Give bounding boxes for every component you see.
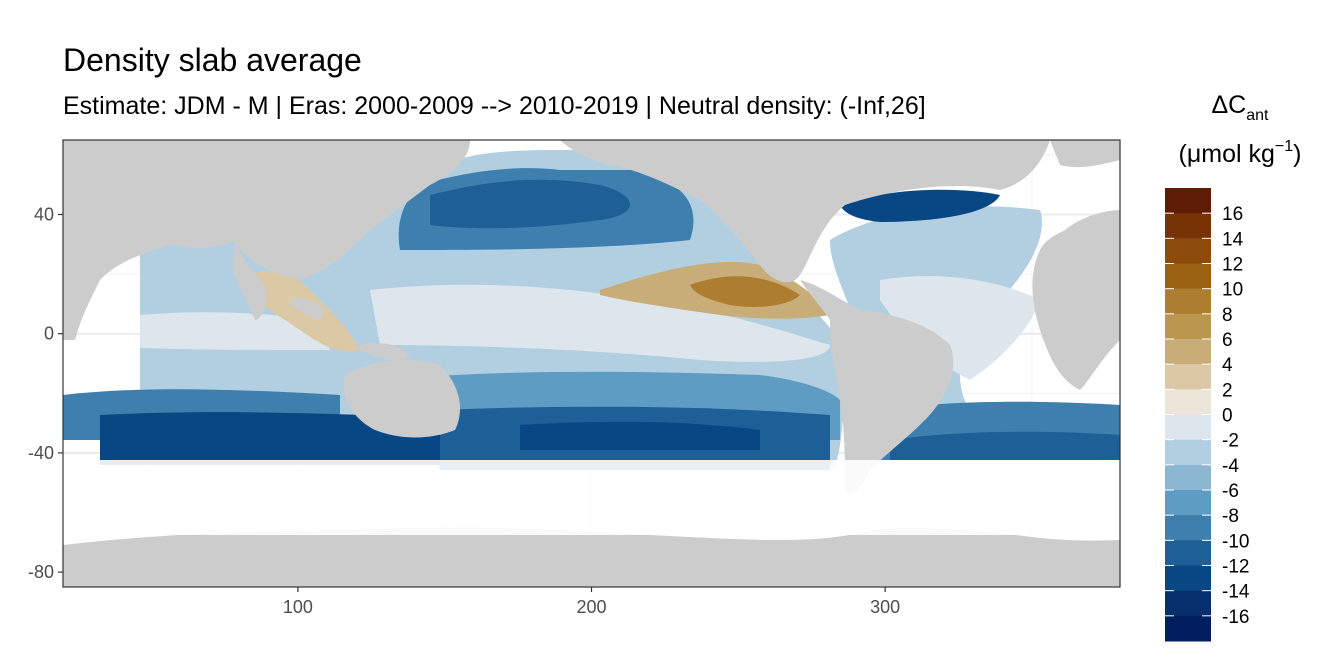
- land-greenland: [1050, 140, 1120, 168]
- legend-title-sub: ant: [1246, 107, 1269, 124]
- land-eurasia: [226, 140, 470, 280]
- map-layer: [63, 140, 1120, 587]
- atlantic-north-deep: [840, 189, 1000, 222]
- pacific-north-deep: [430, 179, 630, 229]
- land-africa: [63, 140, 254, 340]
- legend-swatch-14: [1165, 540, 1211, 566]
- legend-unit-sup: −1: [1275, 138, 1293, 155]
- indian-light: [140, 312, 330, 350]
- legend-label-14: -12: [1222, 557, 1249, 578]
- legend: 16 14 12 10 8 6 4 2 0 -2 -4 -6 -8 -10 -12 -14 -16 ΔCant (μ…: [1165, 91, 1301, 642]
- x-tick-label-2: 300: [870, 597, 900, 617]
- legend-label-4: 8: [1222, 305, 1233, 326]
- land-indonesia: [290, 298, 325, 320]
- land-north-america: [560, 140, 1050, 283]
- legend-label-7: 2: [1222, 380, 1233, 401]
- land-africa-east: [1032, 210, 1120, 390]
- x-tick-label-1: 200: [576, 597, 606, 617]
- legend-swatch-7: [1165, 364, 1211, 390]
- legend-swatch-16: [1165, 590, 1211, 617]
- legend-label-11: -6: [1222, 481, 1239, 502]
- chart-subtitle: Estimate: JDM - M | Eras: 2000-2009 --> …: [63, 92, 926, 120]
- land-australia: [344, 359, 460, 438]
- legend-swatch-5: [1165, 313, 1211, 340]
- legend-swatch-17: [1165, 615, 1211, 642]
- x-tick-label-0: 100: [283, 597, 313, 617]
- legend-swatch-6: [1165, 339, 1211, 365]
- atlantic-south-deep: [890, 431, 1120, 460]
- legend-swatch-1: [1165, 213, 1211, 239]
- land-antarctica: [63, 527, 1120, 587]
- legend-swatch-11: [1165, 464, 1211, 491]
- legend-swatch-10: [1165, 439, 1211, 466]
- legend-label-1: 14: [1222, 229, 1244, 250]
- legend-label-3: 10: [1222, 280, 1243, 301]
- legend-swatch-4: [1165, 288, 1211, 315]
- land-india: [232, 245, 267, 320]
- land-layer: [63, 140, 1120, 587]
- legend-label-16: -16: [1222, 607, 1249, 628]
- pacific-south-deeper: [520, 421, 760, 450]
- land-new-guinea: [360, 343, 410, 362]
- legend-swatch-2: [1165, 238, 1211, 264]
- legend-unit: (μmol kg−1): [1179, 138, 1302, 168]
- legend-title-main: ΔC: [1211, 91, 1246, 119]
- legend-label-0: 16: [1222, 204, 1243, 225]
- y-tick-label-3: -80: [28, 562, 54, 582]
- legend-title: ΔCant: [1211, 91, 1269, 124]
- legend-swatch-0: [1165, 188, 1211, 214]
- legend-swatch-8: [1165, 389, 1211, 415]
- legend-label-15: -14: [1222, 582, 1250, 603]
- indian-deep: [100, 412, 440, 465]
- legend-label-9: -2: [1222, 431, 1239, 452]
- nodata-band: [63, 460, 1120, 535]
- pacific-east-tan-core: [690, 276, 800, 307]
- y-tick-label-1: 0: [44, 324, 54, 344]
- land-south-america: [800, 280, 954, 494]
- legend-label-8: 0: [1222, 406, 1233, 427]
- legend-swatch-13: [1165, 515, 1211, 541]
- legend-unit-open: (μmol kg: [1179, 140, 1275, 168]
- legend-unit-close: ): [1293, 140, 1301, 168]
- y-tick-label-0: 40: [34, 205, 54, 225]
- legend-label-6: 4: [1222, 355, 1233, 376]
- legend-label-13: -10: [1222, 531, 1249, 552]
- legend-label-10: -4: [1222, 456, 1239, 477]
- chart-title: Density slab average: [63, 42, 362, 78]
- atlantic-tropical-light: [880, 276, 1040, 380]
- legend-swatch-9: [1165, 414, 1211, 441]
- legend-label-5: 6: [1222, 330, 1233, 351]
- legend-swatch-15: [1165, 565, 1211, 592]
- legend-swatch-3: [1165, 263, 1211, 290]
- legend-swatch-12: [1165, 490, 1211, 516]
- legend-label-12: -8: [1222, 506, 1239, 527]
- y-tick-label-2: -40: [28, 443, 54, 463]
- pacific-equatorial-light: [370, 284, 830, 362]
- legend-label-2: 12: [1222, 255, 1243, 276]
